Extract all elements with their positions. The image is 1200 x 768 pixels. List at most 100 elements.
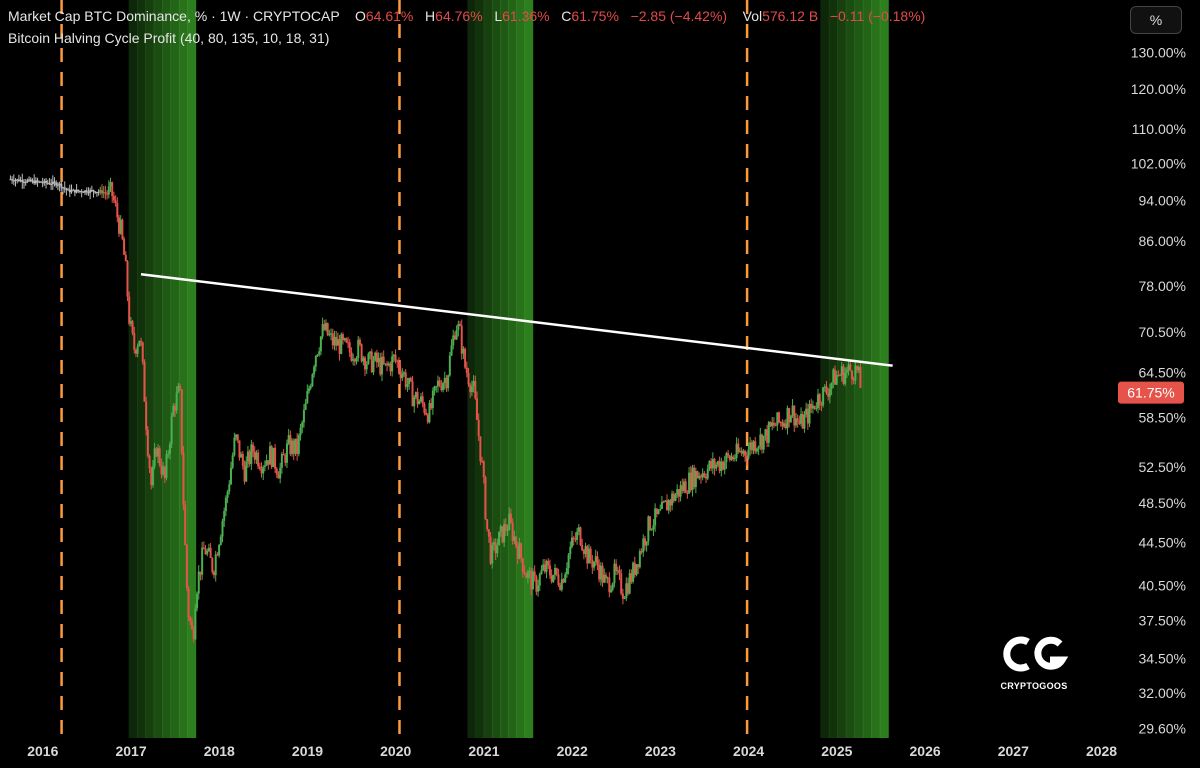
candle-body — [291, 440, 294, 454]
candle-body — [749, 442, 752, 450]
y-tick-label: 29.60% — [1139, 721, 1186, 737]
percent-scale-button[interactable]: % — [1130, 6, 1182, 34]
candle-body — [260, 468, 263, 474]
price-series — [9, 173, 862, 643]
candle-body — [740, 450, 743, 454]
symbol-title[interactable]: Market Cap BTC Dominance, % · 1W · CRYPT… — [8, 8, 340, 24]
candle-body — [394, 354, 397, 361]
candle-body — [119, 219, 122, 234]
candle-body — [282, 453, 285, 456]
candle-body — [757, 446, 760, 449]
candle-body — [796, 418, 799, 422]
candle-body — [235, 434, 238, 438]
candle-body — [436, 380, 439, 387]
candle-body — [591, 559, 594, 568]
candle-body — [101, 190, 104, 194]
candle-body — [832, 369, 835, 383]
candle-body — [75, 189, 78, 193]
candle-body — [280, 453, 283, 468]
candle-body — [496, 545, 499, 554]
profit-zone-1-band-4 — [500, 0, 509, 738]
candle-body — [333, 336, 336, 346]
vol-label: Vol — [742, 8, 763, 24]
candle-body — [601, 565, 604, 583]
candle-body — [705, 476, 708, 479]
candle-body — [686, 493, 689, 495]
candle-body — [722, 461, 725, 470]
candle-body — [372, 360, 375, 373]
candle-body — [80, 191, 83, 193]
candle-body — [839, 375, 842, 377]
trendline[interactable] — [140, 273, 893, 367]
candle-body — [386, 363, 389, 366]
candle-body — [557, 574, 560, 585]
y-tick-label: 130.00% — [1131, 44, 1186, 60]
candle-body — [772, 422, 775, 426]
candle-body — [655, 508, 658, 515]
candle-body — [586, 546, 589, 564]
candle-body — [133, 332, 136, 350]
candle-body — [440, 385, 443, 391]
candle-body — [582, 550, 585, 554]
candle-body — [231, 455, 234, 468]
candle-body — [184, 504, 187, 546]
candle-body — [78, 190, 81, 192]
y-tick-label: 78.00% — [1139, 278, 1186, 294]
x-tick-label: 2021 — [468, 743, 499, 759]
candle-body — [820, 404, 823, 406]
candle-body — [664, 500, 667, 502]
candle-body — [492, 542, 495, 545]
high-label: H — [425, 8, 436, 24]
candle-body — [425, 412, 428, 415]
profit-zone-0-band-4 — [162, 0, 172, 738]
candle-body — [355, 358, 358, 362]
candle-body — [287, 435, 290, 444]
x-tick-label: 2027 — [998, 743, 1029, 759]
candle-body — [562, 579, 565, 583]
candle-body — [525, 573, 528, 578]
profit-zone-1-band-3 — [491, 0, 501, 738]
indicator-label[interactable]: Bitcoin Halving Cycle Profit (40, 80, 13… — [8, 30, 330, 46]
profit-zone-2-band-6 — [871, 0, 881, 738]
candle-body — [543, 564, 546, 572]
y-tick-label: 70.50% — [1139, 324, 1186, 340]
x-tick-label: 2017 — [115, 743, 146, 759]
candle-body — [84, 190, 87, 193]
candle-body — [294, 438, 297, 454]
candle-body — [677, 489, 680, 497]
candle-body — [643, 538, 646, 546]
candle-body — [29, 179, 32, 182]
candle-body — [526, 571, 529, 578]
candle-body — [638, 551, 641, 568]
candle-body — [196, 593, 199, 609]
candle-body — [179, 385, 182, 390]
candle-body — [564, 574, 567, 583]
y-axis[interactable]: 130.00% 120.00% 110.00% 102.00% 94.00% 86.00%… — [1131, 44, 1186, 736]
candle-body — [340, 334, 343, 354]
candle-body — [732, 456, 735, 460]
candle-body — [435, 386, 438, 388]
candle-body — [94, 191, 97, 193]
candle-body — [38, 181, 41, 183]
candle-body — [223, 511, 226, 521]
symbol-header[interactable]: Market Cap BTC Dominance, % · 1W · CRYPT… — [8, 8, 925, 24]
candle-body — [660, 501, 663, 510]
candle-body — [243, 465, 246, 482]
candle-body — [822, 387, 825, 406]
candle-body — [504, 524, 507, 531]
candle-body — [547, 560, 550, 566]
candle-body — [345, 338, 348, 343]
candle-body — [387, 363, 390, 366]
candle-body — [104, 192, 107, 194]
candle-body — [459, 323, 462, 326]
candle-body — [157, 448, 160, 457]
candle-body — [577, 527, 580, 532]
x-axis[interactable]: 2016 2017 2018 2019 2020 2021 2022 2023 2024 2025… — [27, 743, 1117, 759]
candle-body — [482, 461, 485, 478]
candle-body — [818, 394, 821, 405]
candle-body — [771, 422, 774, 427]
candle-body — [411, 381, 414, 407]
candle-body — [842, 366, 845, 384]
candle-body — [257, 452, 260, 467]
